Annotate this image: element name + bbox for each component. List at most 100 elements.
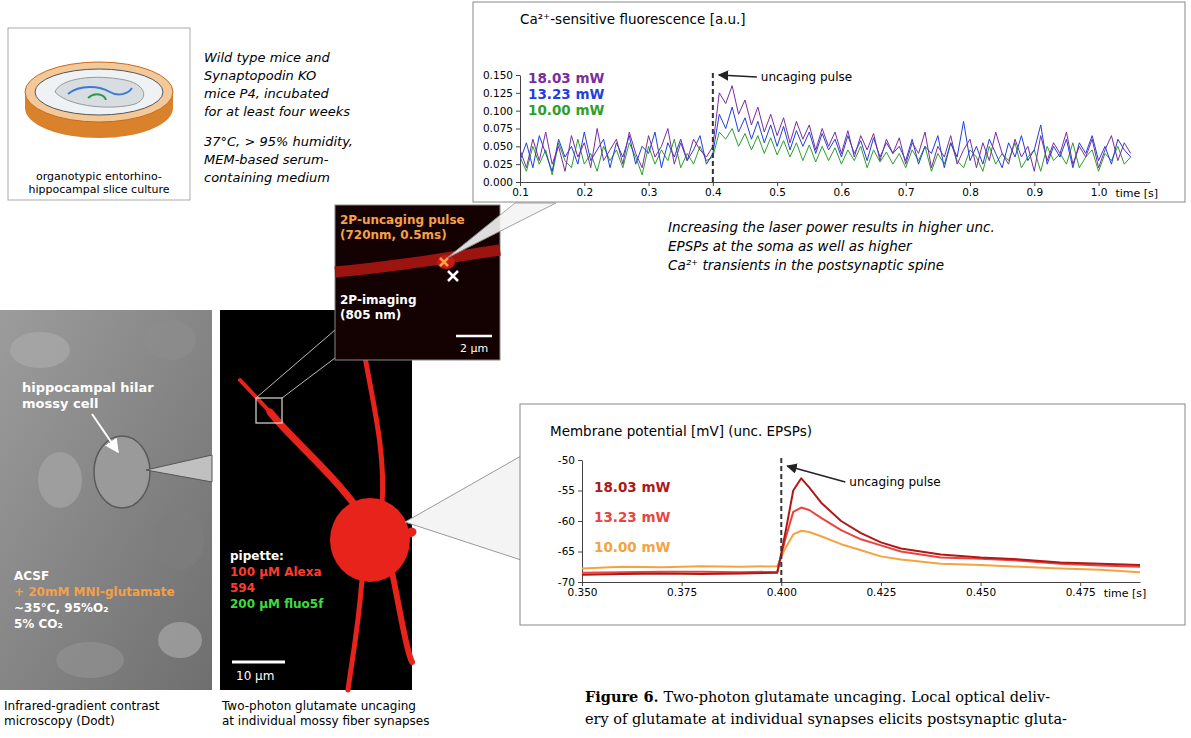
tick: 0.6 (834, 182, 851, 198)
dendrite (348, 580, 362, 690)
imaging-spot (448, 271, 458, 281)
y-axis: -70 -65 -60 -55 -50 (558, 454, 583, 588)
tick-mark (781, 582, 782, 586)
image-caption: Two-photon glutamate uncaging (221, 699, 416, 713)
y-axis: 0.0000.0250.0500.0750.1000.1250.150 (483, 69, 521, 188)
caption-text: Two-photon glutamate uncaging. Local opt… (664, 689, 1051, 705)
tick: 0.375 (667, 582, 697, 598)
note: Synaptopodin KO (204, 68, 316, 83)
annotation-arrow (719, 75, 757, 77)
plot-area (582, 478, 1140, 574)
x-axis: 0.3500.3750.4000.4250.4500.475 (567, 582, 1140, 598)
bath-condition: 5% CO₂ (14, 617, 63, 631)
tick-label: -50 (558, 454, 575, 466)
tick-label: 0.450 (966, 586, 996, 598)
scale-bar (232, 661, 285, 664)
tick-label: -60 (558, 515, 575, 527)
cell-body (158, 622, 202, 658)
tick: 0.450 (966, 582, 996, 598)
tick-label: 0.025 (483, 158, 513, 170)
caption-line: Figure 6. Two-photon glutamate uncaging. … (585, 688, 1050, 705)
legend-entry: 10.00 mW (594, 539, 670, 555)
axis-title: time [s] (1104, 587, 1147, 600)
legend-entry: 10.00 mW (528, 102, 604, 118)
dendrite (335, 250, 500, 272)
tick-label: 0.1 (512, 186, 529, 198)
tick: 0.150 (483, 69, 520, 81)
caption-label: Figure 6. (585, 688, 659, 705)
tick-mark (578, 521, 582, 522)
dendrite (240, 380, 270, 412)
note: mice P4, incubated (204, 86, 329, 101)
callout (447, 203, 556, 258)
zoom-line (256, 330, 335, 398)
image-caption: at individual mossy fiber synapses (222, 714, 430, 728)
membrane (35, 69, 163, 115)
tick-mark (777, 182, 778, 186)
annotation-line (712, 73, 714, 182)
pipette-label: 594 (230, 581, 255, 595)
bath-condition: ~35°C, 95%O₂ (14, 601, 108, 615)
tick-mark (578, 460, 582, 461)
axis-title: time [s] (1115, 187, 1158, 200)
legend-entry: 18.03 mW (528, 70, 604, 86)
tick-label: 0.050 (483, 140, 513, 152)
tick-mark (906, 182, 907, 186)
panel-label: organotypic entorhino- (36, 170, 162, 183)
result-text: EPSPs at the soma as well as higher (668, 238, 913, 254)
legend-entry: 13.23 mW (594, 509, 670, 525)
chart: Membrane potential [mV] (unc. EPSPs)0.35… (520, 404, 1185, 625)
tick: 0.400 (767, 582, 797, 598)
tick-label: 0.5 (769, 186, 786, 198)
tick: 0.100 (483, 105, 520, 117)
tick-mark (516, 75, 520, 76)
cell-body (38, 452, 82, 508)
chart-title: Membrane potential [mV] (unc. EPSPs) (550, 423, 812, 439)
tick-mark (578, 582, 582, 583)
caption-text: ery of glutamate at individual synapses … (585, 711, 1067, 727)
zoom-box (256, 398, 282, 423)
cell-body (56, 642, 124, 678)
tick-label: 1.0 (1091, 186, 1108, 198)
legend-entry: 13.23 mW (528, 86, 604, 102)
tick: 0.5 (769, 182, 786, 198)
tick-label: -55 (558, 484, 575, 496)
tick-mark (516, 129, 520, 130)
uncaging-spot (440, 258, 448, 266)
axis-line (521, 182, 1151, 183)
plot-area (520, 86, 1131, 175)
tick-mark (1034, 182, 1035, 186)
tick-label: 0.9 (1026, 186, 1043, 198)
tick-mark (584, 182, 585, 186)
tick-mark (881, 582, 882, 586)
tick-label: -70 (558, 576, 575, 588)
note: 37°C, > 95% humidity, (204, 134, 353, 149)
tick: -65 (558, 545, 582, 557)
tick: 0.125 (483, 87, 520, 99)
tick-label: 0.100 (483, 105, 513, 117)
bath-condition: ACSF (14, 569, 49, 583)
tick-label: 0.125 (483, 87, 513, 99)
scale-label: 10 µm (236, 669, 274, 683)
tick: 1.0 (1091, 182, 1108, 198)
tick: 0.2 (576, 182, 593, 198)
micrograph (0, 310, 212, 690)
callout (405, 456, 521, 560)
legend-entry: 18.03 mW (594, 479, 670, 495)
annotation: uncaging pulse (761, 70, 852, 84)
tick: -55 (558, 484, 582, 496)
chart-title: Ca²⁺-sensitive fluorescence [a.u.] (520, 11, 746, 27)
pipette-label: pipette: (230, 549, 284, 563)
target-cell (94, 436, 150, 508)
tick-mark (970, 182, 971, 186)
slice-layer (88, 94, 106, 100)
cell-label: mossy cell (22, 396, 98, 411)
result-text: Increasing the laser power results in hi… (668, 219, 995, 235)
tick: 0.1 (512, 182, 529, 198)
cell-body (10, 332, 70, 368)
panel-label: hippocampal slice culture (28, 183, 169, 196)
slice-culture-panel: organotypic entorhino-hippocampal slice … (8, 28, 353, 200)
tick-label: 0.150 (483, 69, 513, 81)
tick-label: 0.425 (866, 586, 896, 598)
image-caption: microscopy (Dodt) (4, 714, 115, 728)
